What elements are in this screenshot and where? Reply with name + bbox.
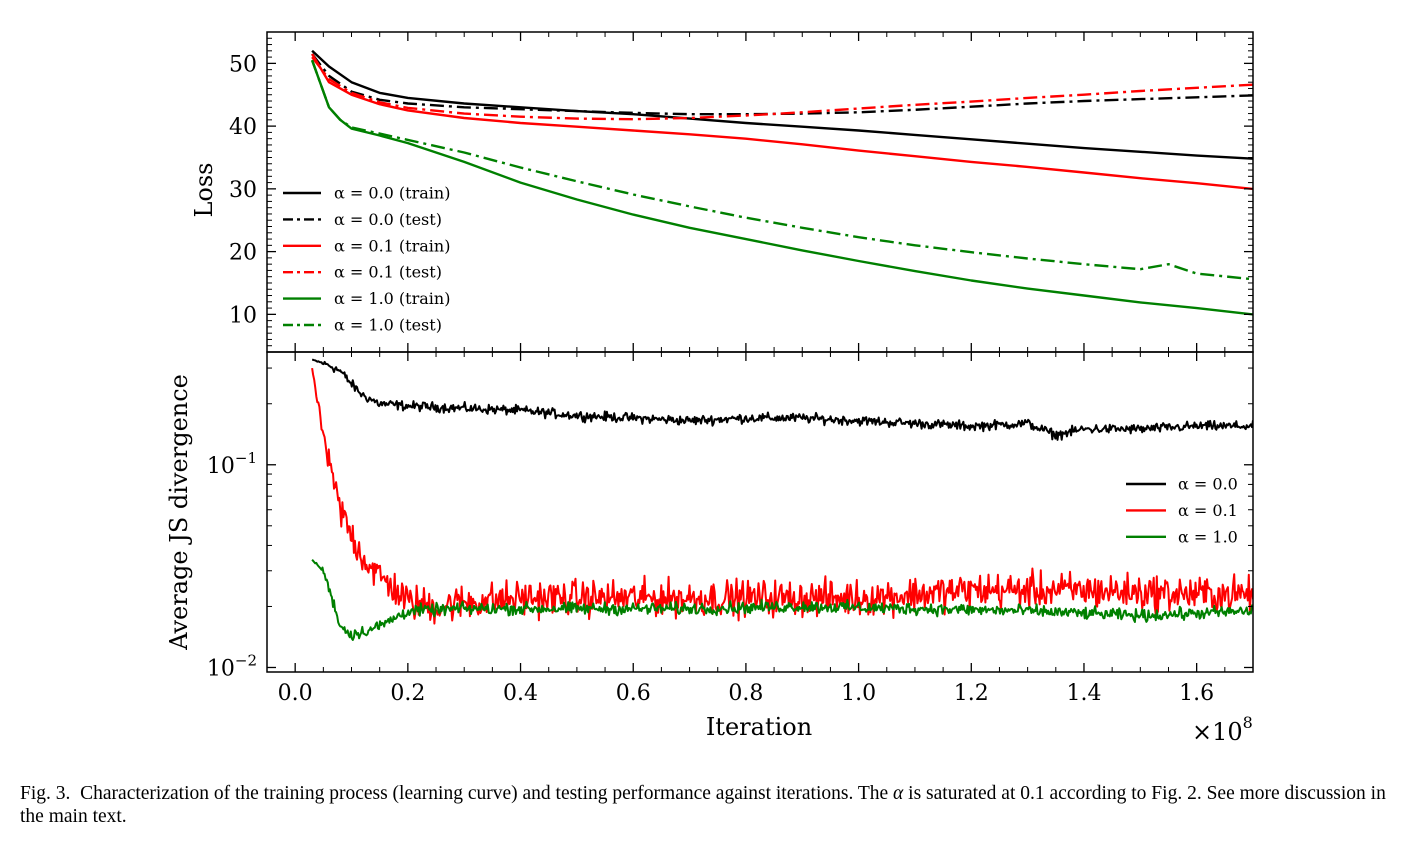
js-y-tick-label: 10−1 xyxy=(207,449,257,479)
loss-series-line-2 xyxy=(311,53,1253,191)
figure-caption: Fig. 3. Characterization of the training… xyxy=(20,782,1410,828)
loss-y-tick-label: 10 xyxy=(229,303,257,328)
js-legend-label: α = 0.0 xyxy=(1178,475,1238,494)
loss-series-line-5 xyxy=(310,59,1253,281)
caption-text-2: is saturated at 0.1 according to Fig. 2.… xyxy=(20,783,1386,827)
js-ticks: 0.0 0.2 0.4 0.6 0.8 1.0 1.2 1.4 1.6 10−2 10−1 xyxy=(207,352,1253,706)
js-series-group xyxy=(311,358,1253,641)
x-multiplier-base: ×10 xyxy=(1192,718,1243,746)
x-tick-label: 0.0 xyxy=(278,681,313,706)
loss-y-tick-label: 30 xyxy=(229,178,257,203)
x-tick-label: 1.2 xyxy=(954,681,989,706)
loss-legend: α = 0.0 (train) α = 0.0 (test) α = 0.1 (tr… xyxy=(283,184,450,335)
loss-legend-label: α = 0.0 (test) xyxy=(334,210,442,229)
caption-text-1: Characterization of the training process… xyxy=(80,783,889,804)
loss-legend-label: α = 1.0 (train) xyxy=(334,289,450,308)
js-legend-label: α = 0.1 xyxy=(1178,501,1238,520)
loss-legend-label: α = 0.1 (test) xyxy=(334,263,442,282)
caption-alpha: α xyxy=(893,783,904,804)
x-tick-label: 1.4 xyxy=(1066,681,1101,706)
caption-label: Fig. 3. xyxy=(20,783,71,804)
x-multiplier-exp: 8 xyxy=(1243,713,1253,732)
x-tick-label: 1.0 xyxy=(841,681,876,706)
loss-ylabel: Loss xyxy=(190,162,218,217)
js-legend-label: α = 1.0 xyxy=(1178,527,1238,546)
loss-series-line-4 xyxy=(310,59,1253,316)
loss-y-tick-label: 40 xyxy=(229,115,257,140)
js-legend: α = 0.0 α = 0.1 α = 1.0 xyxy=(1126,475,1238,546)
js-y-tick-label: 10−2 xyxy=(207,651,257,681)
loss-y-tick-label: 20 xyxy=(229,241,257,266)
x-tick-label: 0.8 xyxy=(728,681,763,706)
js-panel-frame xyxy=(266,351,1254,673)
x-tick-label: 0.2 xyxy=(390,681,425,706)
loss-legend-label: α = 0.0 (train) xyxy=(334,184,450,203)
x-tick-label: 0.4 xyxy=(503,681,538,706)
loss-legend-label: α = 1.0 (test) xyxy=(334,316,442,335)
loss-series-line-0 xyxy=(311,49,1253,160)
loss-ticks: 10 20 30 40 50 xyxy=(229,31,1253,352)
js-series-line-1 xyxy=(311,367,1253,625)
x-tick-label: 0.6 xyxy=(616,681,651,706)
xlabel: Iteration xyxy=(706,713,812,741)
x-multiplier: ×108 xyxy=(1192,713,1253,746)
js-divergence-panel: 0.0 0.2 0.4 0.6 0.8 1.0 1.2 1.4 1.6 10−2 10−1 Aver… xyxy=(165,351,1254,746)
loss-series-line-3 xyxy=(311,56,1253,121)
js-series-line-0 xyxy=(312,358,1253,441)
loss-series-line-1 xyxy=(311,53,1253,116)
x-tick-label: 1.6 xyxy=(1179,681,1214,706)
js-ylabel: Average JS divergence xyxy=(165,374,193,651)
loss-legend-label: α = 0.1 (train) xyxy=(334,236,450,255)
loss-y-tick-label: 50 xyxy=(229,52,257,77)
loss-series-group xyxy=(310,49,1253,316)
js-series-line-2 xyxy=(311,559,1253,641)
